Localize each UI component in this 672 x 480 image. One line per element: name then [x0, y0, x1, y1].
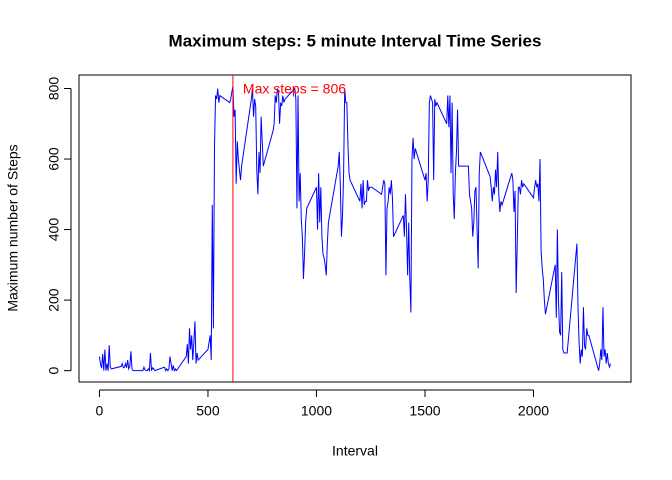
y-tick-label: 400 — [46, 218, 62, 242]
y-tick-label: 200 — [46, 288, 62, 312]
x-tick-label: 1000 — [301, 403, 332, 419]
y-tick-label: 0 — [46, 367, 62, 375]
x-tick-label: 0 — [96, 403, 104, 419]
chart-title: Maximum steps: 5 minute Interval Time Se… — [169, 31, 542, 50]
data-line — [98, 86, 612, 373]
x-axis-label: Interval — [332, 443, 378, 459]
x-tick-label: 1500 — [409, 403, 440, 419]
annotation: Max steps = 806 — [243, 81, 346, 97]
y-tick-label: 600 — [46, 147, 62, 171]
x-tick-label: 2000 — [518, 403, 549, 419]
y-tick-label: 800 — [46, 77, 62, 101]
y-axis-label: Maximum number of Steps — [5, 144, 21, 311]
x-tick-label: 500 — [196, 403, 220, 419]
plot-box — [78, 74, 632, 383]
